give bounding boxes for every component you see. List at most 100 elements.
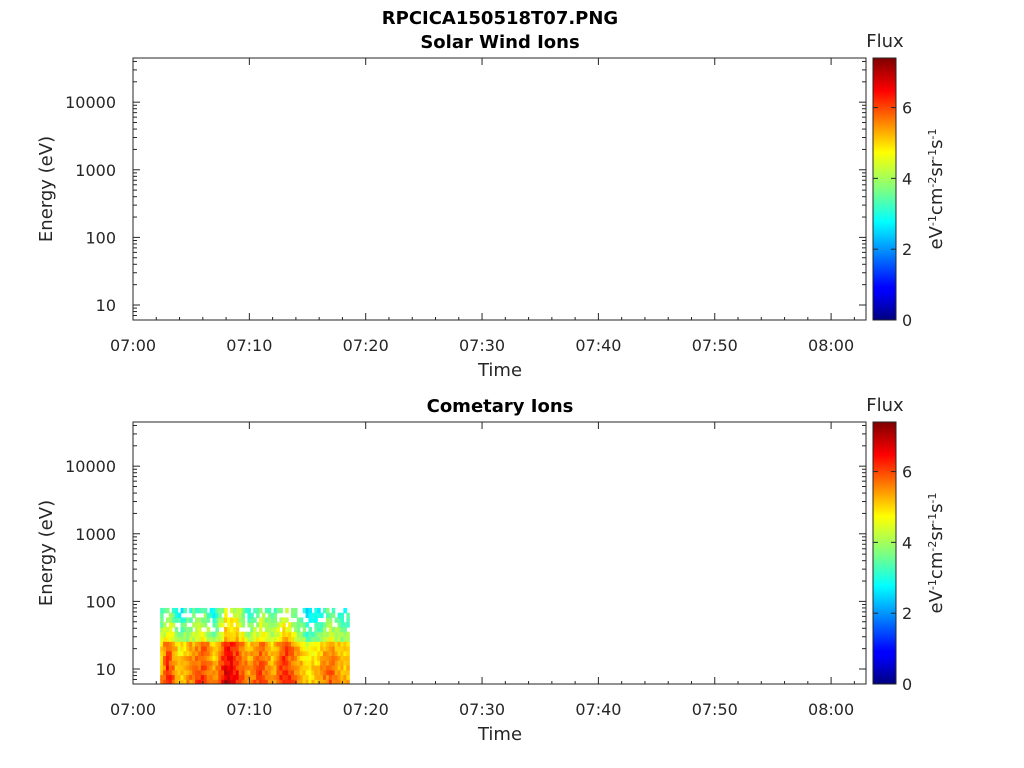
heatmap-cell xyxy=(215,660,219,666)
heatmap-cell xyxy=(302,622,307,628)
heatmap-cell xyxy=(218,636,222,642)
heatmap-cell xyxy=(325,645,330,652)
heatmap-cell xyxy=(259,622,263,628)
heatmap-cell xyxy=(168,669,173,676)
heatmap-cell xyxy=(171,650,176,657)
heatmap-cell xyxy=(183,650,187,657)
heatmap-cell xyxy=(189,669,193,676)
heatmap-cell xyxy=(279,664,283,671)
heatmap-cell xyxy=(343,622,347,628)
heatmap-cell xyxy=(259,636,263,642)
heatmap-cell xyxy=(299,641,304,647)
heatmap-cell xyxy=(168,626,173,633)
heatmap-cell xyxy=(177,655,182,661)
heatmap-cell xyxy=(302,679,307,684)
heatmap-cell xyxy=(212,645,217,652)
heatmap-cell xyxy=(244,679,249,684)
heatmap-cell xyxy=(165,631,170,638)
heatmap-cell xyxy=(244,607,249,614)
heatmap-cell xyxy=(183,669,187,676)
heatmap-cell xyxy=(247,631,251,638)
heatmap-cell xyxy=(163,645,167,652)
heatmap-cell xyxy=(209,612,214,619)
heatmap-cell xyxy=(177,660,182,666)
x-axis-label: Time xyxy=(477,360,522,381)
heatmap-cell xyxy=(238,622,243,628)
heatmap-cell xyxy=(244,636,249,642)
colorbar-title: Flux xyxy=(866,395,904,416)
heatmap-cell xyxy=(296,660,301,666)
heatmap-cell xyxy=(325,660,330,666)
heatmap-cell xyxy=(229,636,234,642)
heatmap-cell xyxy=(247,664,251,671)
heatmap-cell xyxy=(285,607,289,614)
heatmap-cell xyxy=(203,636,208,642)
heatmap-cell xyxy=(227,674,231,680)
heatmap-cell xyxy=(250,631,254,638)
heatmap-cell xyxy=(259,660,263,666)
heatmap-cell xyxy=(160,626,164,633)
heatmap-cell xyxy=(337,674,342,680)
heatmap-cell xyxy=(291,679,295,684)
heatmap-cell xyxy=(279,679,283,684)
heatmap-cell xyxy=(337,622,342,628)
heatmap-cell xyxy=(227,669,231,676)
heatmap-cell xyxy=(224,650,228,657)
heatmap-cell xyxy=(253,617,257,623)
heatmap-cell xyxy=(279,631,283,638)
y-tick-label: 10 xyxy=(96,296,116,315)
heatmap-cell xyxy=(320,650,324,657)
heatmap-cell xyxy=(288,664,292,671)
heatmap-cell xyxy=(160,617,164,623)
heatmap-cell xyxy=(250,650,254,657)
heatmap-cell xyxy=(282,636,286,642)
heatmap-cell xyxy=(320,679,324,684)
heatmap-cell xyxy=(273,660,278,666)
heatmap-cell xyxy=(253,650,257,657)
heatmap-cell xyxy=(192,650,196,657)
heatmap-cell xyxy=(317,626,321,633)
heatmap-cell xyxy=(314,650,318,657)
colorbar-tick-label: 6 xyxy=(902,463,912,482)
heatmap-cell xyxy=(174,645,179,652)
heatmap-cell xyxy=(183,660,187,666)
heatmap-cell xyxy=(224,645,228,652)
heatmap-cell xyxy=(261,612,266,619)
heatmap-cell xyxy=(209,669,214,676)
heatmap-cell xyxy=(250,645,254,652)
heatmap-cell xyxy=(334,660,339,666)
heatmap-cell xyxy=(250,612,254,619)
heatmap-cell xyxy=(224,664,228,671)
heatmap-cell xyxy=(203,645,208,652)
heatmap-cell xyxy=(270,612,275,619)
heatmap-cell xyxy=(285,664,289,671)
heatmap-cell xyxy=(261,660,266,666)
heatmap-cell xyxy=(232,645,237,652)
heatmap-cell xyxy=(250,664,254,671)
heatmap-cell xyxy=(206,626,211,633)
heatmap-cell xyxy=(197,631,202,638)
heatmap-cell xyxy=(235,607,240,614)
heatmap-cell xyxy=(331,669,336,676)
heatmap-cell xyxy=(276,622,281,628)
heatmap-cell xyxy=(244,655,249,661)
heatmap-cell xyxy=(334,655,339,661)
heatmap-cell xyxy=(291,636,295,642)
heatmap-cell xyxy=(241,645,246,652)
heatmap-cell xyxy=(232,655,237,661)
heatmap-cell xyxy=(183,664,187,671)
heatmap-cell xyxy=(235,679,240,684)
heatmap-cell xyxy=(346,631,350,638)
x-tick-label: 07:40 xyxy=(575,700,621,719)
heatmap-cell xyxy=(270,626,275,633)
heatmap-cell xyxy=(299,664,304,671)
heatmap-cell xyxy=(180,669,185,676)
heatmap-cell xyxy=(305,607,310,614)
x-tick-label: 08:00 xyxy=(808,700,854,719)
heatmap-cell xyxy=(227,655,231,661)
heatmap-cell xyxy=(264,607,269,614)
heatmap-cell xyxy=(238,607,243,614)
heatmap-cell xyxy=(273,669,278,676)
heatmap-cell xyxy=(227,626,231,633)
heatmap-cell xyxy=(314,669,318,676)
